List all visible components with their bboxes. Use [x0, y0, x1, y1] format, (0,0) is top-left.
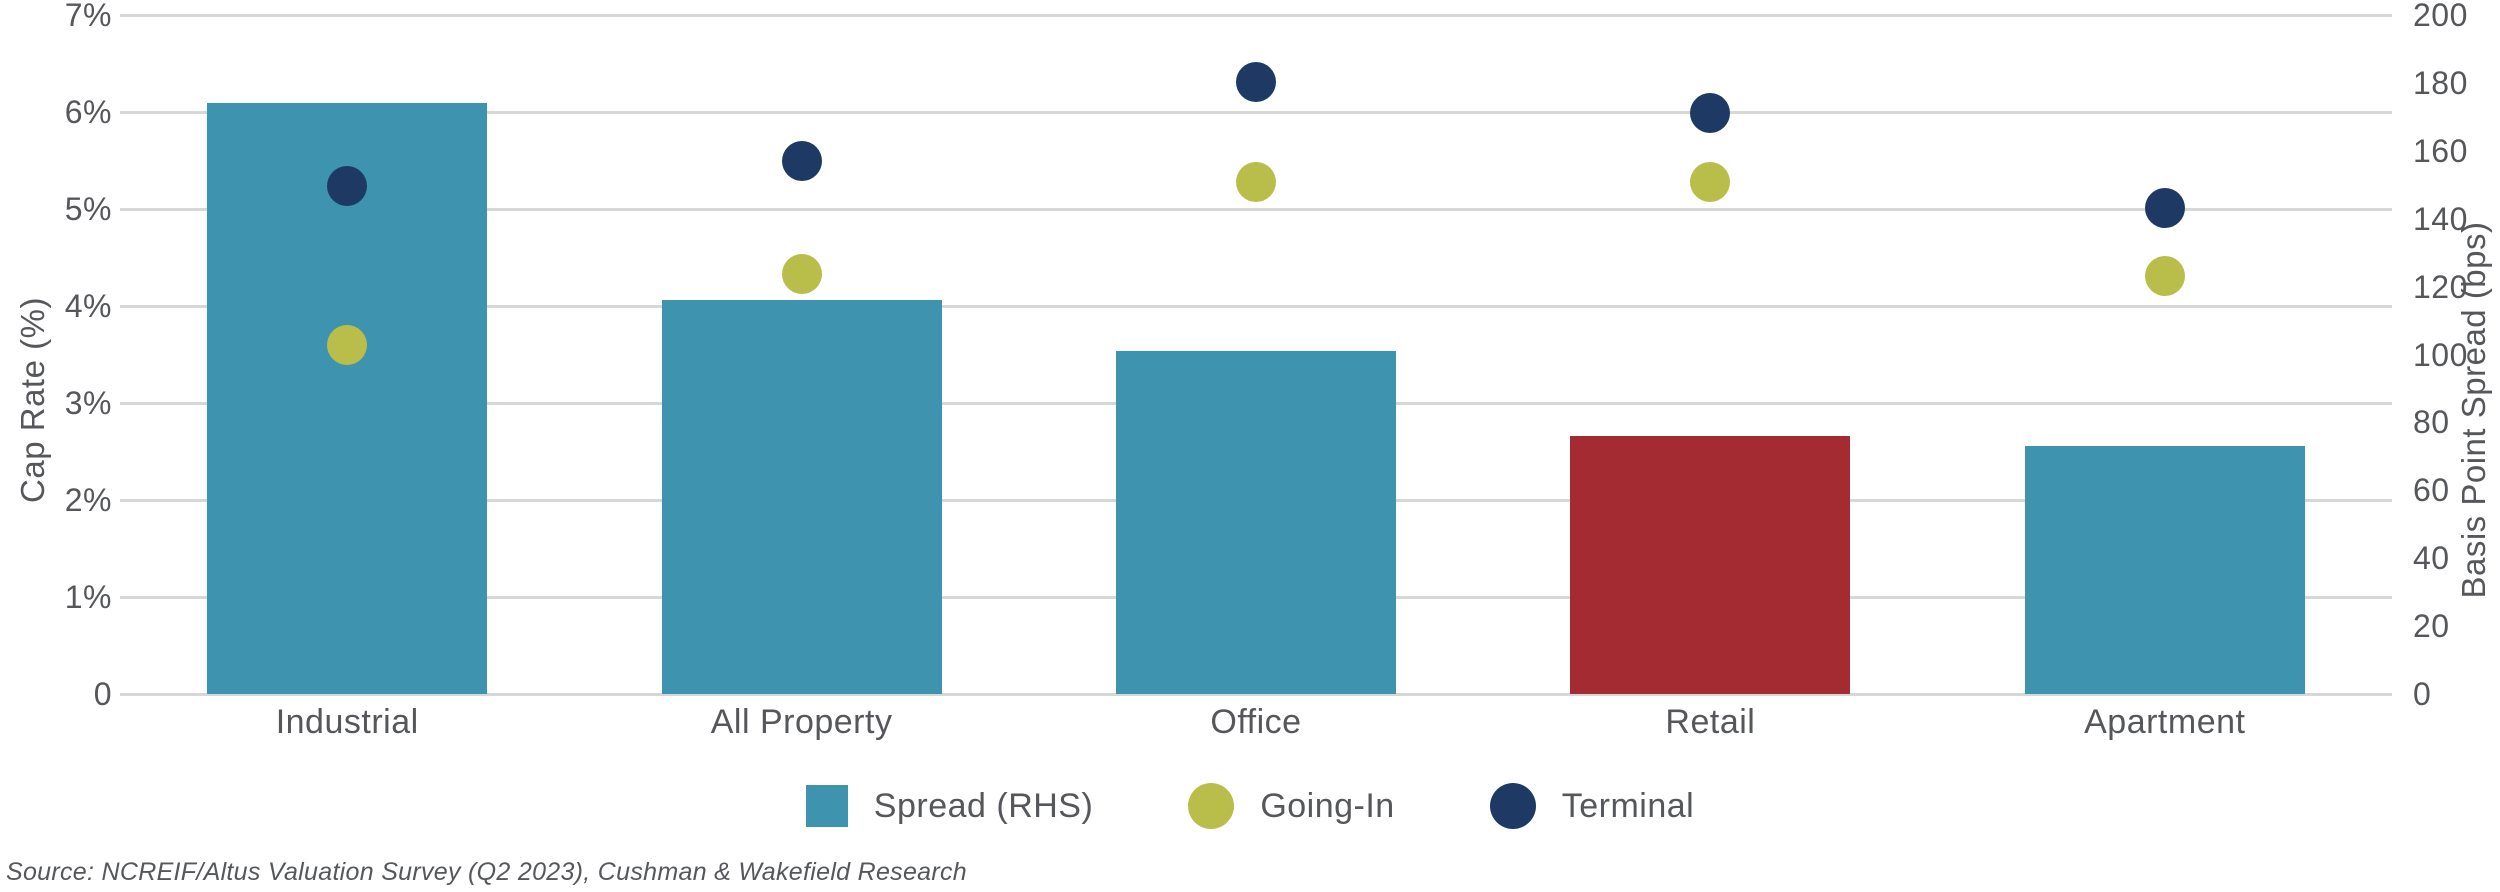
category-label-apartment: Apartment [2084, 703, 2246, 741]
going-in-dot-office [1236, 161, 1276, 202]
source-note: Source: NCREIF/Altus Valuation Survey (Q… [6, 858, 968, 886]
left-axis-tick: 0 [93, 676, 112, 712]
left-axis-tick: 5% [64, 191, 112, 227]
category-label-all-property: All Property [710, 703, 893, 741]
right-axis-tick: 60 [2413, 472, 2450, 509]
legend-item-going-in: Going-In [1188, 783, 1394, 829]
legend-label: Terminal [1561, 786, 1695, 825]
going-in-dot-retail [1690, 161, 1731, 202]
right-axis-tick: 100 [2413, 336, 2468, 373]
left-axis-tick: 3% [64, 385, 112, 421]
bar-all-property [661, 300, 942, 694]
bar-retail [1570, 435, 1851, 694]
left-axis-tick: 4% [64, 288, 112, 324]
terminal-dot-office [1236, 61, 1276, 102]
category-label-retail: Retail [1665, 703, 1756, 741]
terminal-dot-apartment [2144, 188, 2185, 229]
gridline-7 [120, 13, 2392, 17]
gridline-6 [120, 110, 2392, 114]
legend-item-spread-rhs-: Spread (RHS) [805, 785, 1094, 827]
right-axis-tick: 140 [2413, 200, 2468, 237]
category-label-office: Office [1210, 703, 1302, 741]
terminal-dot-industrial [327, 165, 368, 206]
gridline-5 [120, 207, 2392, 211]
legend-item-terminal: Terminal [1489, 783, 1695, 829]
terminal-dot-all-property [781, 141, 822, 182]
category-label-industrial: Industrial [275, 703, 419, 741]
gridline-4 [120, 304, 2392, 308]
going-in-swatch [1188, 783, 1235, 829]
bar-apartment [2024, 446, 2305, 694]
legend-label: Spread (RHS) [873, 786, 1094, 825]
right-axis-tick: 40 [2413, 540, 2450, 577]
legend-label: Going-In [1260, 786, 1395, 825]
right-axis-tick: 180 [2413, 64, 2468, 101]
right-axis-tick: 0 [2413, 676, 2432, 712]
gridline-0 [120, 692, 2392, 696]
right-axis-tick: 200 [2413, 0, 2468, 33]
legend: Spread (RHS) Going-In Terminal [0, 783, 2500, 829]
right-axis-tick: 80 [2413, 404, 2450, 441]
going-in-dot-apartment [2144, 255, 2185, 296]
left-axis-tick: 6% [64, 94, 112, 130]
left-axis-tick: 1% [64, 579, 112, 615]
terminal-swatch [1489, 783, 1536, 829]
right-axis-tick: 120 [2413, 268, 2468, 305]
spread-swatch [805, 785, 848, 827]
right-axis-tick: 160 [2413, 132, 2468, 169]
terminal-dot-retail [1690, 92, 1731, 133]
going-in-dot-all-property [781, 253, 822, 294]
left-axis-tick: 2% [64, 482, 112, 518]
bar-office [1116, 351, 1396, 694]
going-in-dot-industrial [327, 324, 368, 365]
left-axis-tick: 7% [64, 0, 112, 33]
right-axis-tick: 20 [2413, 608, 2450, 645]
